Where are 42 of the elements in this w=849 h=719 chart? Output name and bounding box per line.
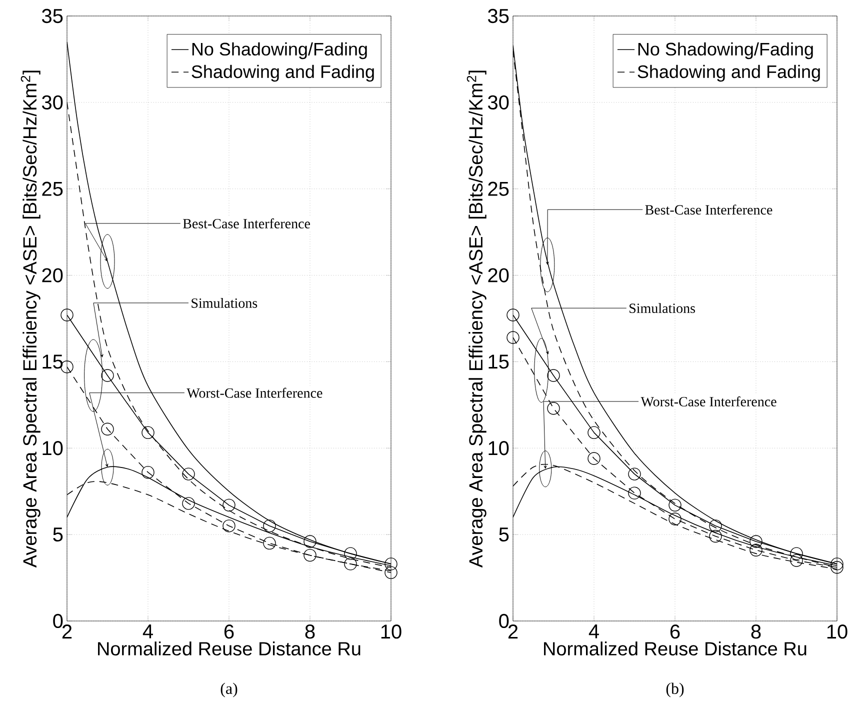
- annotation: Best-Case Interference: [645, 204, 772, 215]
- y-tick-label: 20: [488, 268, 509, 282]
- y-tick-label: 10: [42, 441, 63, 456]
- y-tick-label: 0: [53, 614, 63, 628]
- y-tick-label: 25: [42, 182, 63, 196]
- y-tick-label: 15: [488, 354, 509, 369]
- x-tick-label: 4: [588, 624, 599, 638]
- annotation: Best-Case Interference: [183, 218, 310, 228]
- y-tick-label: 35: [42, 8, 63, 24]
- y-tick-label: 5: [53, 528, 63, 542]
- legend-label: Shadowing and Fading: [638, 64, 820, 82]
- y-axis-title: Average Area Spectral Efficiency <ASE> [Bits/Sec/Hz/Km$^{2}$]: [466, 70, 486, 568]
- y-tick-label: 30: [42, 95, 63, 110]
- x-tick-label: 6: [670, 624, 680, 639]
- text: (a): [220, 682, 238, 698]
- x-axis-title: Normalized Reuse Distance Ru: [544, 642, 806, 656]
- legend-label: No Shadowing/Fading: [638, 42, 813, 60]
- x-tick-label: 10: [827, 624, 848, 639]
- x-tick-label: 4: [142, 624, 153, 638]
- y-tick-label: 15: [42, 354, 63, 369]
- annotation: Simulations: [630, 303, 695, 314]
- x-tick-label: 2: [62, 624, 72, 638]
- x-tick-label: 6: [224, 624, 234, 639]
- y-tick-label: 30: [488, 95, 509, 110]
- y-tick-label: 5: [499, 528, 509, 542]
- annotation: Worst-Case Interference: [186, 388, 322, 398]
- text: (b): [666, 682, 684, 698]
- x-tick-label: 2: [508, 624, 518, 638]
- y-tick-label: 35: [488, 8, 509, 24]
- y-axis-title: Average Area Spectral Efficiency <ASE> [Bits/Sec/Hz/Km$^{2}$]: [20, 70, 40, 568]
- y-tick-label: 0: [499, 614, 509, 628]
- y-tick-label: 20: [42, 268, 63, 282]
- legend-label: Shadowing and Fading: [192, 64, 374, 82]
- y-tick-label: 25: [488, 182, 509, 196]
- y-tick-label: 10: [488, 441, 509, 456]
- x-tick-label: 8: [305, 624, 315, 639]
- x-tick-label: 10: [381, 624, 402, 639]
- x-axis-title: Normalized Reuse Distance Ru: [98, 642, 360, 656]
- x-tick-label: 8: [751, 624, 761, 639]
- annotation: Simulations: [192, 298, 258, 308]
- legend-label: No Shadowing/Fading: [192, 42, 367, 60]
- annotation: Worst-Case Interference: [640, 396, 776, 406]
